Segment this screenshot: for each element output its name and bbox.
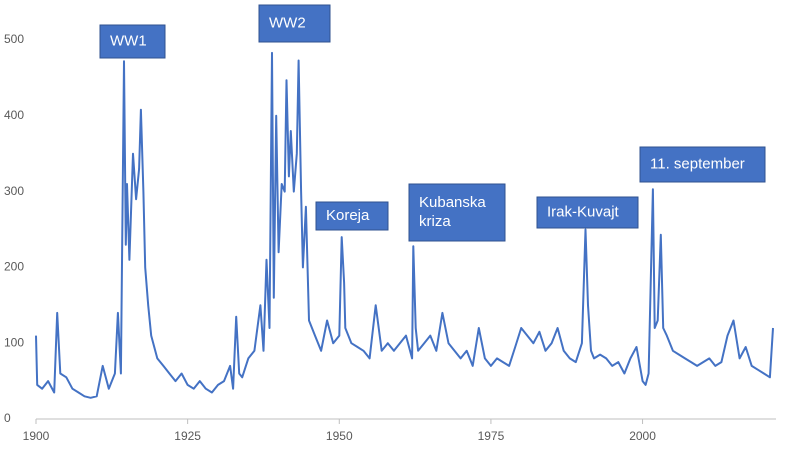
x-tick-label: 1975: [478, 429, 505, 443]
y-tick-label: 0: [4, 411, 11, 425]
annotation-box: [408, 183, 506, 242]
y-tick-label: 100: [4, 335, 24, 349]
y-tick-label: 500: [4, 32, 24, 46]
annotation-box: [639, 146, 766, 183]
annotation-text: Irak-Kuvajt: [547, 203, 620, 220]
annotation-text: WW1: [110, 32, 147, 49]
annotation-text: Kubanska: [419, 194, 486, 211]
annotation-text: 11. september: [650, 155, 745, 172]
annotation-text: Koreja: [326, 207, 370, 224]
annotation-box: [315, 201, 389, 231]
annotation-box: [536, 196, 639, 229]
annotation-box: [258, 4, 331, 43]
annotation-text: kriza: [419, 213, 451, 230]
annotation-box: [99, 24, 166, 59]
y-tick-label: 300: [4, 184, 24, 198]
x-tick-label: 1950: [326, 429, 353, 443]
x-tick-label: 2000: [629, 429, 656, 443]
series-line: [35, 51, 774, 399]
x-tick-label: 1900: [23, 429, 50, 443]
annotation-text: WW2: [269, 14, 306, 31]
y-tick-label: 200: [4, 260, 24, 274]
x-tick-label: 1925: [174, 429, 201, 443]
y-tick-label: 400: [4, 108, 24, 122]
